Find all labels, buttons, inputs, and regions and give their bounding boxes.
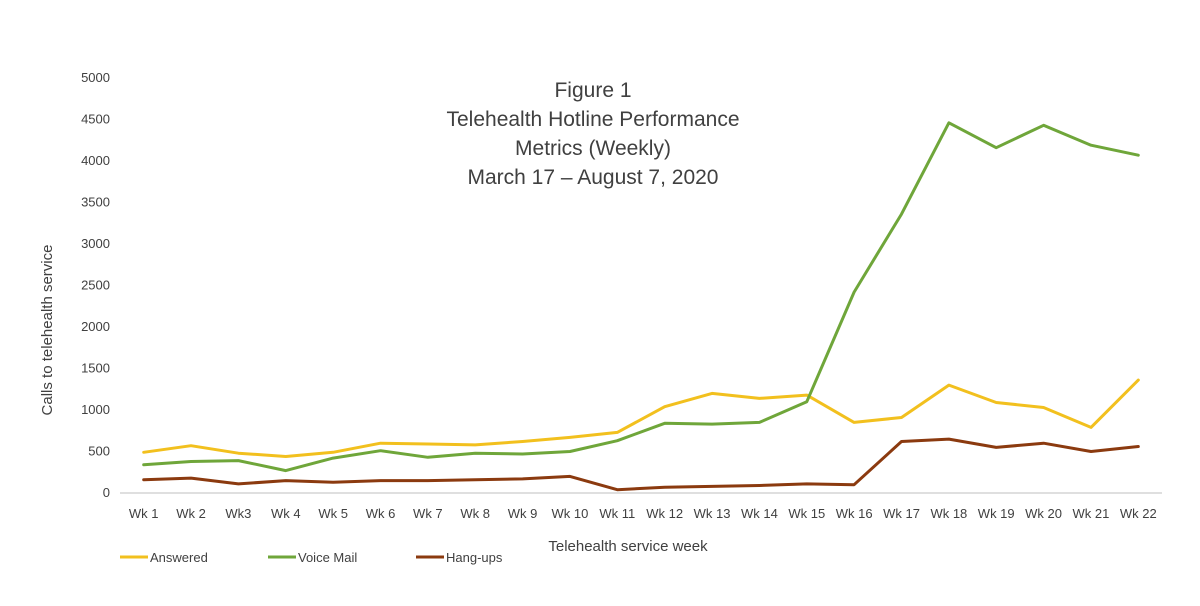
y-axis-ticks: 0 500 1000 1500 2000 2500 3000 3500 4000 4500 5000 [81,70,110,500]
x-axis-ticks: Wk 1 Wk 2 Wk3 Wk 4 Wk 5 Wk 6 Wk 7 Wk 8 Wk 9 Wk 10… [129,506,1157,521]
series-lines [142,121,1140,492]
series-line-hang-ups [142,437,1140,492]
x-tick-label: Wk 21 [1073,506,1110,521]
y-tick-label: 5000 [81,70,110,85]
x-tick-label: Wk 14 [741,506,778,521]
legend-label: Hang-ups [446,550,503,565]
legend-label: Answered [150,550,208,565]
x-tick-label: Wk 22 [1120,506,1157,521]
chart-title-line: Figure 1 [554,79,631,102]
y-tick-label: 1000 [81,402,110,417]
chart-title-line: March 17 – August 7, 2020 [467,166,718,189]
x-axis-title: Telehealth service week [548,538,708,555]
x-tick-label: Wk 11 [599,506,635,521]
y-tick-label: 2000 [81,319,110,334]
x-tick-label: Wk3 [225,506,251,521]
x-tick-label: Wk 4 [271,506,301,521]
x-tick-label: Wk 5 [318,506,348,521]
series-line-answered [142,378,1140,458]
x-tick-label: Wk 16 [836,506,873,521]
x-tick-label: Wk 15 [788,506,825,521]
x-tick-label: Wk 1 [129,506,159,521]
y-tick-label: 1500 [81,361,110,376]
x-tick-label: Wk 9 [508,506,538,521]
y-axis-title: Calls to telehealth service [39,245,56,416]
x-tick-label: Wk 18 [930,506,967,521]
x-tick-label: Wk 17 [883,506,920,521]
x-tick-label: Wk 19 [978,506,1015,521]
legend: Answered Voice Mail Hang-ups [120,550,503,565]
x-tick-label: Wk 6 [366,506,396,521]
chart-title-line: Metrics (Weekly) [515,137,671,160]
y-tick-label: 3500 [81,195,110,210]
x-tick-label: Wk 12 [646,506,683,521]
y-tick-label: 4000 [81,153,110,168]
x-tick-label: Wk 10 [552,506,589,521]
series-line-voice-mail [142,121,1140,473]
y-tick-label: 4500 [81,112,110,127]
y-tick-label: 0 [103,485,110,500]
y-tick-label: 3000 [81,236,110,251]
chart-title: Figure 1 Telehealth Hotline Performance Me… [447,79,740,189]
x-tick-label: Wk 20 [1025,506,1062,521]
x-tick-label: Wk 2 [176,506,206,521]
y-tick-label: 2500 [81,278,110,293]
legend-label: Voice Mail [298,550,357,565]
chart-title-line: Telehealth Hotline Performance [447,108,740,131]
x-tick-label: Wk 13 [694,506,731,521]
y-tick-label: 500 [88,444,110,459]
x-tick-label: Wk 7 [413,506,443,521]
x-tick-label: Wk 8 [460,506,490,521]
